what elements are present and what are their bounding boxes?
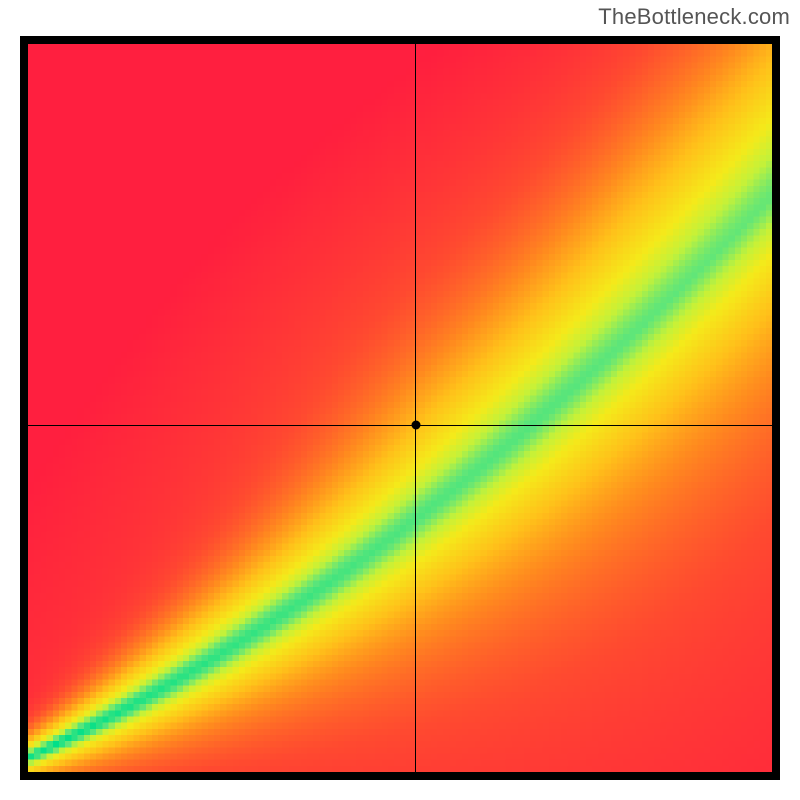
crosshair-vertical (415, 44, 416, 772)
watermark-text: TheBottleneck.com (598, 4, 790, 30)
marker-dot (411, 421, 420, 430)
heatmap-canvas (28, 44, 772, 772)
plot-area (28, 44, 772, 772)
crosshair-horizontal (28, 425, 772, 426)
plot-border (20, 36, 780, 780)
